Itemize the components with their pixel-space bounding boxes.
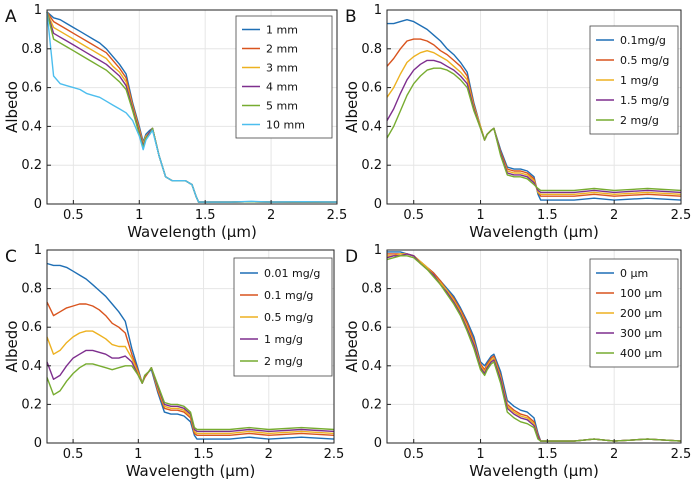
x-tick-label: 2.5 [671, 208, 692, 223]
y-tick-label: 0.2 [21, 158, 42, 173]
y-tick-label: 0.8 [361, 42, 382, 57]
x-tick-label: 1 [134, 447, 142, 462]
legend-entry: 0.1 mg/g [264, 289, 313, 302]
legend-entry: 3 mm [266, 62, 298, 75]
panel-letter: C [5, 247, 17, 267]
axes-frame [386, 249, 682, 444]
y-tick-label: 1 [34, 3, 42, 18]
legend-entry: 300 μm [620, 327, 662, 340]
y-tick-label: 0 [374, 436, 382, 451]
axes-frame [386, 9, 682, 205]
x-tick-label: 0.5 [63, 208, 84, 223]
y-axis-label: Albedo [343, 321, 361, 373]
legend-entry: 2 mg/g [264, 355, 303, 368]
y-axis-label: Albedo [343, 81, 361, 133]
y-axis-label: Albedo [3, 81, 21, 133]
y-tick-label: 0.6 [361, 320, 382, 335]
legend-box [235, 15, 333, 139]
legend-entry: 0 μm [620, 267, 648, 280]
y-tick-label: 0.4 [361, 359, 382, 374]
x-axis-label: Wavelength (μm) [127, 223, 257, 241]
panel-letter: A [5, 7, 17, 27]
y-tick-label: 0.6 [21, 320, 42, 335]
y-tick-label: 0.8 [21, 282, 42, 297]
x-tick-label: 2 [610, 447, 618, 462]
y-tick-label: 1 [374, 3, 382, 18]
x-axis-label: Wavelength (μm) [126, 462, 256, 480]
x-axis-label: Wavelength (μm) [469, 462, 599, 480]
y-tick-label: 0 [34, 436, 42, 451]
y-tick-label: 1 [374, 243, 382, 258]
legend-entry: 1 mm [266, 24, 298, 37]
legend-entry: 0.1mg/g [620, 34, 666, 47]
x-tick-label: 2.5 [324, 447, 345, 462]
legend-entry: 400 μm [620, 347, 662, 360]
legend-entry: 200 μm [620, 307, 662, 320]
x-tick-label: 1 [476, 208, 484, 223]
y-tick-label: 0.6 [361, 81, 382, 96]
y-tick-label: 0.4 [21, 359, 42, 374]
y-axis-label: Albedo [3, 321, 21, 373]
panel-letter: B [345, 7, 357, 27]
x-tick-label: 1.5 [193, 447, 214, 462]
x-tick-label: 1.5 [537, 447, 558, 462]
y-tick-label: 0 [34, 197, 42, 212]
x-tick-label: 1.5 [195, 208, 216, 223]
axes-frame [46, 249, 335, 444]
x-axis-label: Wavelength (μm) [469, 223, 599, 241]
y-tick-label: 0.6 [21, 81, 42, 96]
x-tick-label: 1.5 [537, 208, 558, 223]
legend-entry: 10 mm [266, 119, 305, 132]
legend-entry: 1 mg/g [264, 333, 303, 346]
series-line-4 [386, 255, 682, 442]
y-tick-label: 0.8 [21, 42, 42, 57]
legend-entry: 5 mm [266, 100, 298, 113]
legend-entry: 0.01 mg/g [264, 267, 320, 280]
y-tick-label: 1 [34, 243, 42, 258]
x-tick-label: 2 [267, 208, 275, 223]
series-line-5 [46, 11, 338, 203]
x-tick-label: 2.5 [327, 208, 348, 223]
y-tick-label: 0.4 [21, 119, 42, 134]
legend-entry: 0.5 mg/g [620, 54, 669, 67]
y-tick-label: 0.2 [361, 397, 382, 412]
x-tick-label: 1 [135, 208, 143, 223]
x-tick-label: 0.5 [403, 208, 424, 223]
y-tick-label: 0 [374, 197, 382, 212]
legend-entry: 2 mg/g [620, 114, 659, 127]
x-tick-label: 0.5 [403, 447, 424, 462]
series-line-4 [46, 363, 335, 431]
y-tick-label: 0.4 [361, 119, 382, 134]
x-tick-label: 0.5 [63, 447, 84, 462]
y-tick-label: 0.2 [21, 397, 42, 412]
legend-entry: 1.5 mg/g [620, 94, 669, 107]
legend-entry: 2 mm [266, 43, 298, 56]
legend-entry: 100 μm [620, 287, 662, 300]
x-tick-label: 1 [476, 447, 484, 462]
y-tick-label: 0.2 [361, 158, 382, 173]
y-tick-label: 0.8 [361, 282, 382, 297]
legend-entry: 4 mm [266, 81, 298, 94]
panel-letter: D [345, 247, 358, 267]
x-tick-label: 2 [610, 208, 618, 223]
x-tick-label: 2 [265, 447, 273, 462]
legend-entry: 1 mg/g [620, 74, 659, 87]
series-line-4 [386, 67, 682, 192]
axes-frame [46, 9, 338, 205]
legend-entry: 0.5 mg/g [264, 311, 313, 324]
x-tick-label: 2.5 [671, 447, 692, 462]
